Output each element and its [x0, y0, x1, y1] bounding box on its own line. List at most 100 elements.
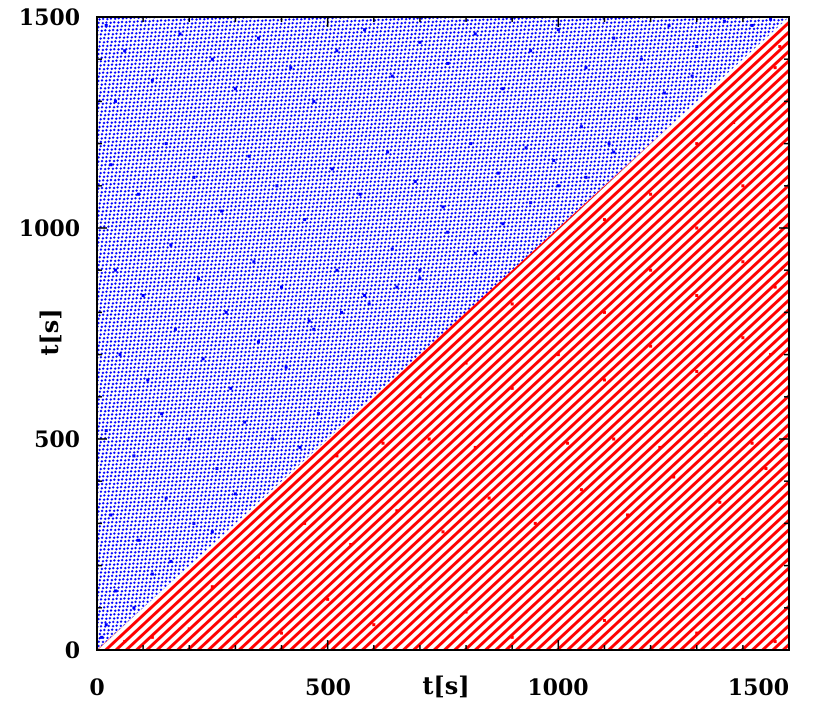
series-0-point-43	[552, 158, 556, 162]
series-0-point-36	[358, 192, 362, 196]
series-0-point-96	[132, 606, 136, 610]
series-0-point-0	[104, 23, 108, 27]
series-1-point-34	[566, 441, 570, 445]
series-1-point-55	[602, 218, 606, 222]
series-1-point-59	[769, 209, 773, 213]
series-0-point-22	[667, 23, 671, 27]
series-0-point-58	[363, 294, 367, 298]
series-0-point-70	[173, 327, 177, 331]
points-layer	[100, 17, 782, 644]
series-0-point-46	[635, 116, 639, 120]
series-0-point-18	[556, 28, 560, 32]
series-0-point-92	[192, 521, 196, 525]
series-1-point-6	[372, 623, 376, 627]
series-1-point-15	[773, 640, 777, 644]
series-0-point-13	[418, 40, 422, 44]
series-0-point-97	[150, 572, 154, 576]
series-0-point-30	[192, 175, 196, 179]
series-0-point-1	[123, 49, 127, 53]
series-1-point-0	[123, 640, 127, 644]
series-0-point-79	[418, 268, 422, 272]
series-1-point-50	[602, 310, 606, 314]
series-0-point-47	[662, 91, 666, 95]
series-0-point-19	[584, 66, 588, 70]
series-1-point-10	[556, 589, 560, 593]
series-1-point-9	[510, 635, 514, 639]
series-0-point-40	[469, 142, 473, 146]
series-0-point-53	[224, 310, 228, 314]
series-0-point-50	[141, 294, 145, 298]
x-axis-title: t[s]	[422, 671, 469, 700]
series-0-point-90	[137, 538, 141, 542]
series-0-point-76	[340, 310, 344, 314]
series-0-point-28	[137, 192, 141, 196]
series-1-point-38	[750, 441, 754, 445]
series-0-point-14	[446, 61, 450, 65]
series-0-point-100	[100, 635, 104, 639]
series-1-point-40	[464, 361, 468, 365]
series-0-point-66	[584, 175, 588, 179]
series-1-point-5	[326, 597, 330, 601]
series-0-point-63	[501, 222, 505, 226]
series-0-point-37	[386, 150, 390, 154]
series-1-point-43	[602, 378, 606, 382]
series-0-point-59	[390, 247, 394, 251]
series-1-point-25	[626, 513, 630, 517]
series-1-point-2	[187, 627, 191, 631]
series-1-point-46	[741, 336, 745, 340]
series-1-point-14	[741, 597, 745, 601]
plot-frame	[96, 16, 790, 651]
series-1-point-64	[778, 45, 782, 49]
series-1-point-19	[349, 543, 353, 546]
series-0-point-93	[210, 530, 214, 534]
series-0-point-39	[441, 205, 445, 209]
series-1-point-41	[510, 386, 514, 390]
series-1-point-36	[658, 445, 662, 449]
series-0-point-15	[473, 32, 477, 36]
series-1-point-12	[649, 580, 653, 584]
series-0-point-27	[109, 163, 113, 167]
series-0-point-7	[256, 36, 260, 40]
series-1-point-28	[764, 467, 768, 471]
series-1-point-21	[441, 530, 445, 534]
series-1-point-42	[556, 353, 560, 357]
series-0-point-48	[690, 74, 694, 78]
series-0-point-67	[612, 150, 616, 154]
series-0-point-31	[220, 209, 224, 213]
series-0-point-57	[335, 268, 339, 272]
series-0-point-99	[104, 623, 108, 627]
x-tick-label-0: 0	[89, 675, 104, 701]
series-0-point-6	[233, 87, 237, 91]
y-axis-title: t[s]	[35, 308, 64, 355]
series-0-point-20	[612, 36, 616, 40]
series-1-point-35	[612, 437, 616, 441]
series-1-point-26	[672, 475, 676, 479]
series-0-point-49	[113, 268, 117, 272]
series-1-point-49	[556, 277, 560, 281]
series-0-point-2	[113, 99, 117, 103]
series-1-point-11	[602, 618, 606, 622]
series-1-point-60	[695, 142, 699, 146]
series-0-point-80	[104, 429, 108, 433]
x-tick-label-1: 500	[305, 675, 351, 701]
series-1-point-23	[533, 521, 537, 525]
series-0-point-52	[196, 277, 200, 281]
series-0-point-81	[132, 454, 136, 458]
series-0-point-54	[252, 260, 256, 264]
series-0-point-62	[473, 251, 477, 255]
series-0-point-94	[233, 492, 237, 496]
series-1-point-20	[395, 509, 399, 513]
series-0-point-42	[524, 146, 528, 150]
series-0-point-75	[312, 327, 316, 331]
series-0-point-34	[303, 218, 307, 222]
plot-area	[97, 17, 789, 650]
series-0-point-65	[556, 184, 560, 188]
series-1-point-61	[732, 121, 736, 124]
ticks-layer	[96, 16, 790, 651]
series-0-point-82	[160, 412, 164, 416]
series-1-point-30	[381, 441, 385, 445]
y-tick-label-3: 1500	[19, 5, 80, 31]
x-tick-label-2: 1000	[527, 675, 588, 701]
series-1-point-44	[649, 344, 653, 348]
